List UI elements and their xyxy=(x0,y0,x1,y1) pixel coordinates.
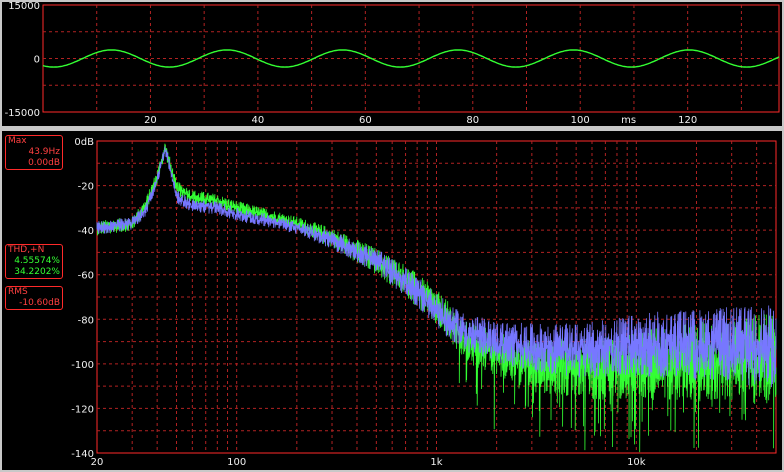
thd-value-1: 4.55574% xyxy=(14,256,60,266)
max-title: Max xyxy=(8,136,27,146)
waveform-x-tick: 100 xyxy=(571,115,590,126)
spectrum-y-tick: -40 xyxy=(78,226,94,237)
rms-value: -10.60dB xyxy=(19,298,60,308)
waveform-panel[interactable]: 15000 0 -15000 20 40 60 80 100 120 ms xyxy=(2,2,782,126)
spectrum-y-tick: -20 xyxy=(78,182,94,193)
spectrum-y-tick: -120 xyxy=(71,404,94,415)
spectrum-y-tick: 0dB xyxy=(74,137,94,148)
rms-title: RMS xyxy=(8,287,28,297)
waveform-y-tick: 15000 xyxy=(8,2,40,12)
spectrum-y-tick: -100 xyxy=(71,360,94,371)
spectrum-x-tick: 100 xyxy=(227,457,246,468)
spectrum-y-tick: -140 xyxy=(71,449,94,460)
max-readout: Max 43.9Hz 0.00dB xyxy=(5,135,63,170)
waveform-x-tick: 120 xyxy=(678,115,697,126)
waveform-x-tick: 80 xyxy=(466,115,479,126)
spectrum-trace-blue xyxy=(96,146,777,388)
spectrum-y-tick: -80 xyxy=(78,315,94,326)
max-frequency: 43.9Hz xyxy=(28,147,60,157)
waveform-x-tick: 40 xyxy=(252,115,265,126)
max-level: 0.00dB xyxy=(28,158,60,168)
waveform-unit-label: ms xyxy=(621,115,636,126)
thd-value-2: 34.2202% xyxy=(14,267,60,277)
spectrum-y-tick: -60 xyxy=(78,271,94,282)
rms-readout: RMS -10.60dB xyxy=(5,286,63,310)
spectrum-x-tick: 1k xyxy=(430,457,442,468)
waveform-trace xyxy=(42,49,780,68)
waveform-x-tick: 20 xyxy=(144,115,157,126)
thd-readout: THD,+N 4.55574% 34.2202% xyxy=(5,244,63,279)
waveform-chart[interactable]: 15000 0 -15000 20 40 60 80 100 120 ms xyxy=(2,2,782,126)
spectrum-x-tick: 20 xyxy=(91,457,104,468)
waveform-x-tick: 60 xyxy=(359,115,372,126)
waveform-y-tick: -15000 xyxy=(5,108,40,119)
thd-title: THD,+N xyxy=(8,245,45,255)
spectrum-panel[interactable]: 0dB -20 -40 -60 -80 -100 -120 -140 20 100 1k 10k Ma… xyxy=(2,131,782,470)
waveform-y-tick: 0 xyxy=(34,55,40,66)
spectrum-x-tick: 10k xyxy=(627,457,646,468)
